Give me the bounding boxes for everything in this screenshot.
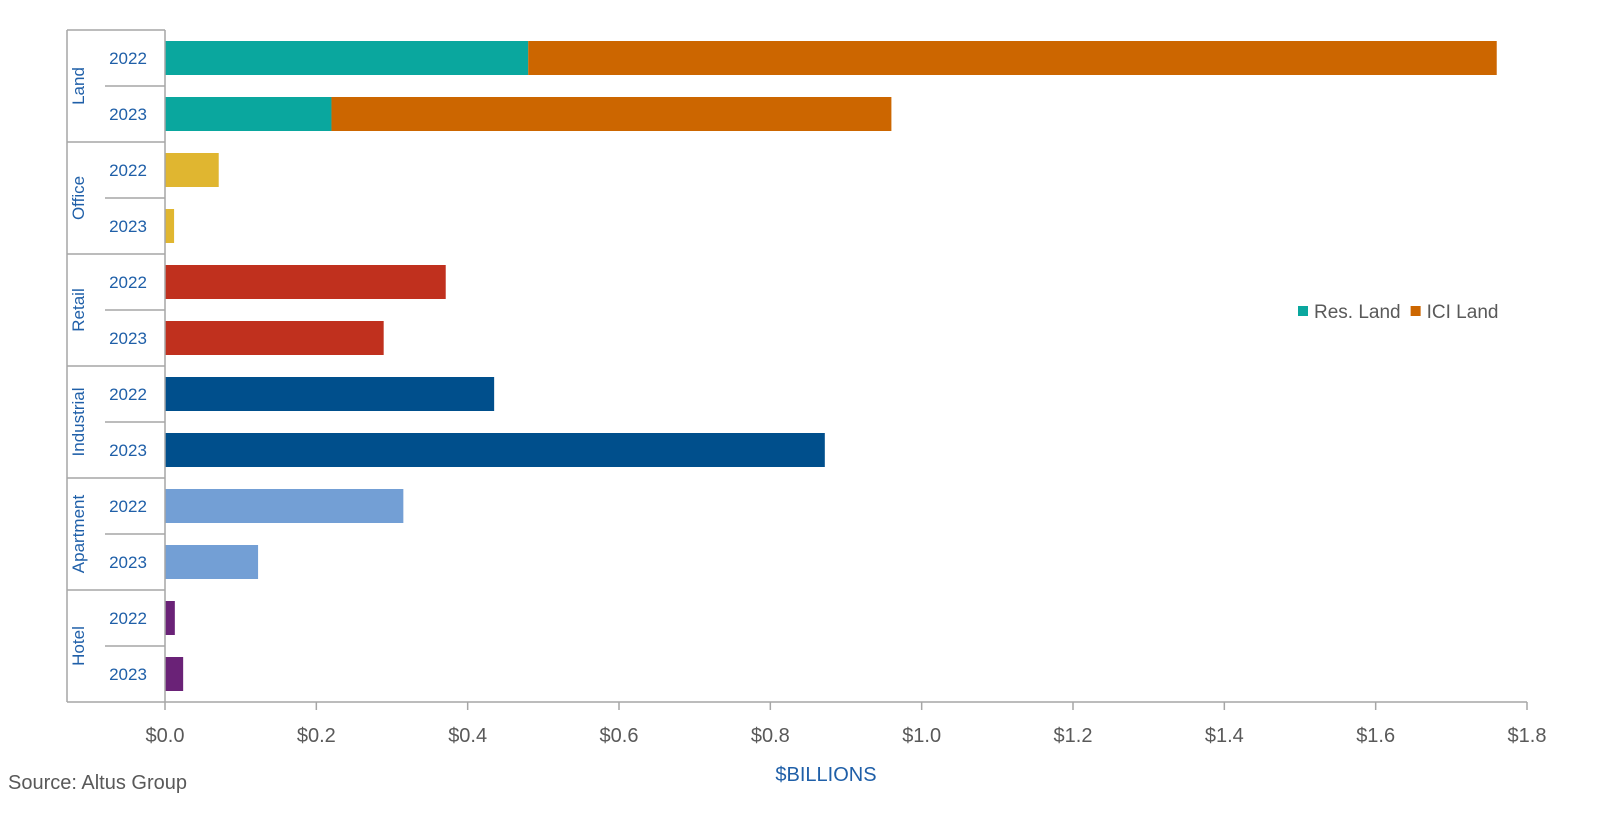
bar-land-2023-ici-land [331, 97, 892, 131]
x-tick-label: $1.0 [902, 725, 941, 747]
bar-apartment-2022-apartment [165, 489, 404, 523]
year-label: 2022 [109, 273, 147, 292]
year-label: 2023 [109, 105, 147, 124]
bar-land-2022-ici-land [528, 41, 1497, 75]
category-label-apartment: Apartment [69, 495, 88, 574]
x-tick-label: $0.8 [751, 725, 790, 747]
bar-hotel-2022-hotel [165, 601, 175, 635]
legend-swatch [1298, 306, 1308, 316]
bar-industrial-2023-industrial [165, 433, 825, 467]
x-tick-label: $1.4 [1205, 725, 1244, 747]
x-tick-label: $1.2 [1054, 725, 1093, 747]
bar-office-2023-office [165, 209, 175, 243]
bar-industrial-2022-industrial [165, 377, 495, 411]
bar-retail-2022-retail [165, 265, 446, 299]
x-tick-label: $0.0 [146, 725, 185, 747]
category-label-retail: Retail [69, 288, 88, 331]
year-label: 2022 [109, 49, 147, 68]
category-label-office: Office [69, 176, 88, 220]
year-label: 2022 [109, 609, 147, 628]
year-label: 2023 [109, 553, 147, 572]
year-label: 2023 [109, 665, 147, 684]
legend-swatch [1410, 306, 1421, 316]
category-label-industrial: Industrial [69, 388, 88, 457]
source-note: Source: Altus Group [8, 772, 187, 794]
year-label: 2023 [109, 217, 147, 236]
x-tick-label: $1.6 [1356, 725, 1395, 747]
legend-label: Res. Land [1314, 302, 1401, 323]
year-label: 2022 [109, 385, 147, 404]
x-tick-label: $1.8 [1508, 725, 1547, 747]
x-tick-label: $0.4 [448, 725, 487, 747]
legend-label: ICI Land [1427, 302, 1499, 323]
x-axis-label: $BILLIONS [775, 764, 877, 786]
bar-land-2023-res-land [165, 97, 332, 131]
bar-apartment-2023-apartment [165, 545, 259, 579]
bar-land-2022-res-land [165, 41, 529, 75]
year-label: 2022 [109, 161, 147, 180]
bar-retail-2023-retail [165, 321, 384, 355]
x-tick-label: $0.2 [297, 725, 336, 747]
category-label-hotel: Hotel [69, 626, 88, 666]
year-label: 2023 [109, 329, 147, 348]
category-label-land: Land [69, 67, 88, 105]
bar-office-2022-office [165, 153, 219, 187]
x-tick-label: $0.6 [600, 725, 639, 747]
year-label: 2022 [109, 497, 147, 516]
year-label: 2023 [109, 441, 147, 460]
bar-hotel-2023-hotel [165, 657, 184, 691]
